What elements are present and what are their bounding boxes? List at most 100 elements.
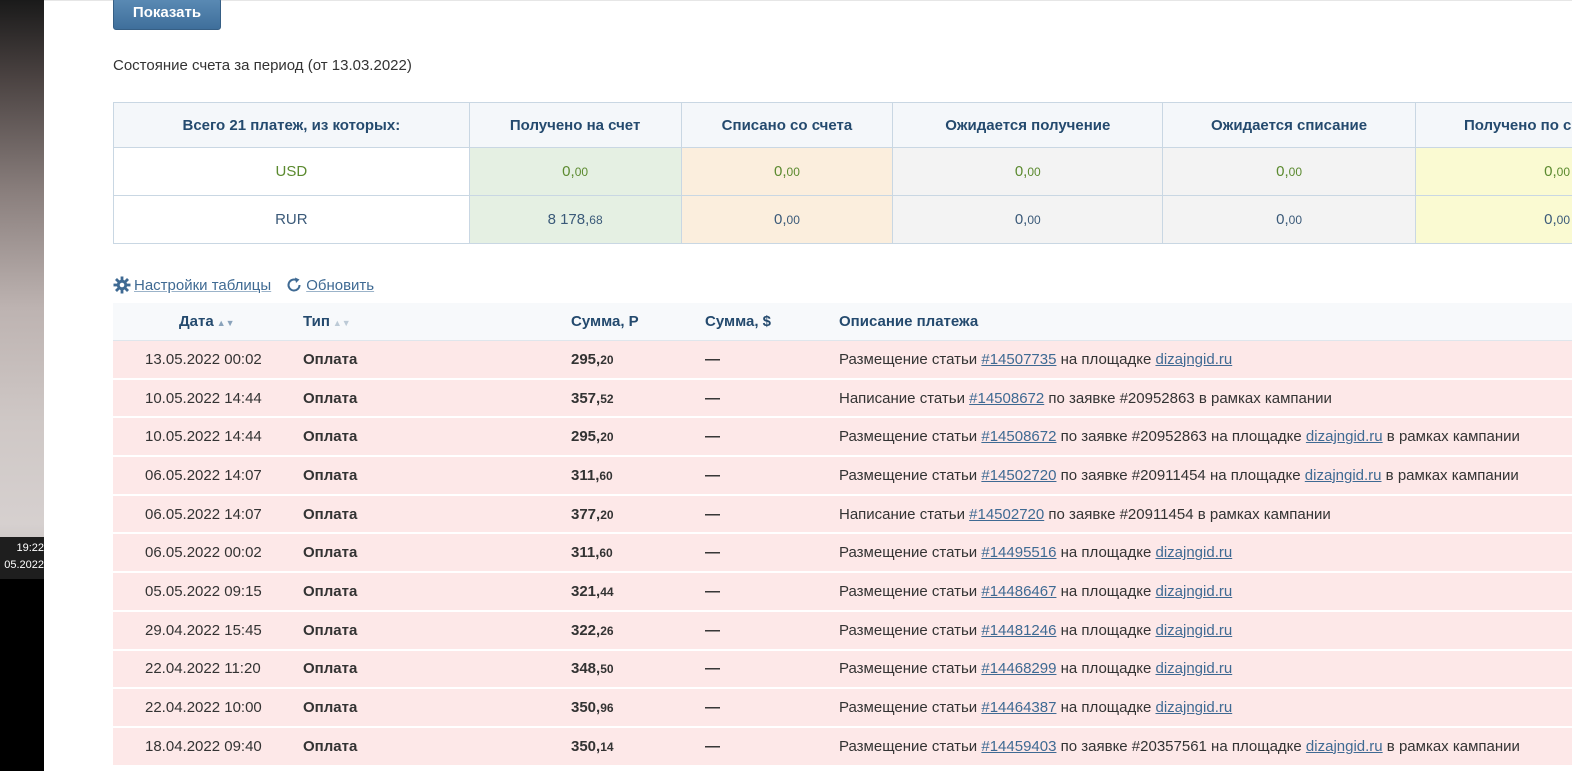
summary-header-expected-debit: Ожидается списание: [1162, 102, 1416, 148]
amount-cell: 8 178,68: [468, 195, 682, 244]
amount-cell: 0,00: [1414, 195, 1572, 244]
payment-sum-rub: 357,52: [571, 378, 705, 419]
article-link[interactable]: #14507735: [981, 350, 1057, 368]
article-link[interactable]: #14502720: [981, 466, 1057, 484]
site-link[interactable]: dizajngid.ru: [1155, 660, 1233, 678]
payment-description: Написание статьи #14502720 по заявке #20…: [839, 494, 1572, 535]
payment-type: Оплата: [303, 340, 571, 380]
table-row: 06.05.2022 00:02 Оплата 311,60— Размещение …: [113, 533, 1572, 574]
site-link[interactable]: dizajngid.ru: [1155, 544, 1233, 562]
summary-header-total: Всего 21 платеж, из которых:: [113, 102, 470, 148]
summary-row-rur: RUR 8 178,68 0,00 0,00 0,00 0,00: [113, 195, 1572, 244]
article-link[interactable]: #14481246: [981, 621, 1057, 639]
payment-date: 29.04.2022 15:45: [113, 610, 303, 651]
column-header-sum-rub: Сумма, Р: [571, 303, 705, 341]
payment-description: Размещение статьи #14481246 на площадке …: [839, 610, 1572, 651]
main-content: Показать Состояние счета за период (от 1…: [44, 0, 1572, 771]
payment-date: 18.04.2022 09:40: [113, 726, 303, 767]
payment-sum-rub: 311,60: [571, 456, 705, 496]
amount-cell: 0,00: [1414, 147, 1572, 196]
payment-description: Размещение статьи #14508672 по заявке #2…: [839, 417, 1572, 458]
amount-cell: 0,00: [680, 195, 894, 244]
payment-type: Оплата: [303, 494, 571, 535]
article-link[interactable]: #14508672: [969, 389, 1045, 407]
amount-cell: 0,00: [892, 195, 1164, 244]
column-header-date[interactable]: Дата ▲▼: [113, 303, 303, 341]
clock-time: 19:22: [16, 542, 44, 554]
article-link[interactable]: #14464387: [981, 699, 1057, 717]
payment-date: 06.05.2022 00:02: [113, 533, 303, 574]
amount-cell: 0,00: [1162, 147, 1416, 196]
amount-cell: 0,00: [680, 147, 894, 196]
table-row: 22.04.2022 11:20 Оплата 348,50— Размещение …: [113, 649, 1572, 690]
taskbar-clock[interactable]: 19:22 05.2022: [0, 537, 44, 579]
payment-date: 05.05.2022 09:15: [113, 572, 303, 612]
payment-sum-usd: —: [705, 340, 839, 380]
refresh-icon: [285, 276, 303, 294]
summary-header-received-other: Получено по с: [1414, 102, 1572, 148]
period-title: Состояние счета за период (от 13.03.2022…: [113, 57, 412, 74]
payment-sum-rub: 295,20: [571, 340, 705, 380]
payment-sum-usd: —: [705, 688, 839, 728]
payment-sum-rub: 321,44: [571, 572, 705, 612]
refresh-label: Обновить: [306, 276, 375, 294]
site-link[interactable]: dizajngid.ru: [1155, 582, 1233, 600]
payment-sum-usd: —: [705, 494, 839, 535]
site-link[interactable]: dizajngid.ru: [1305, 737, 1383, 755]
column-header-sum-usd: Сумма, $: [705, 303, 839, 341]
payment-sum-usd: —: [705, 417, 839, 458]
payments-header-row: Дата ▲▼ Тип ▲▼ Сумма, Р Сумма, $ Описание …: [113, 303, 1572, 341]
refresh-button[interactable]: Обновить: [285, 276, 374, 294]
payment-type: Оплата: [303, 378, 571, 419]
article-link[interactable]: #14468299: [981, 660, 1057, 678]
sort-icon: ▲▼: [216, 317, 235, 328]
payment-sum-rub: 348,50: [571, 649, 705, 690]
table-row: 22.04.2022 10:00 Оплата 350,96— Размещение …: [113, 688, 1572, 728]
payment-sum-usd: —: [705, 726, 839, 767]
payments-table: Дата ▲▼ Тип ▲▼ Сумма, Р Сумма, $ Описание …: [113, 303, 1572, 767]
payment-date: 06.05.2022 14:07: [113, 494, 303, 535]
gear-icon: [113, 276, 131, 294]
payment-description: Размещение статьи #14495516 на площадке …: [839, 533, 1572, 574]
account-summary-table: Всего 21 платеж, из которых: Получено на…: [113, 102, 1572, 244]
divider: [44, 0, 1572, 1]
payment-date: 22.04.2022 11:20: [113, 649, 303, 690]
article-link[interactable]: #14495516: [981, 544, 1057, 562]
article-link[interactable]: #14508672: [981, 428, 1057, 446]
site-link[interactable]: dizajngid.ru: [1155, 699, 1233, 717]
payment-type: Оплата: [303, 610, 571, 651]
column-header-type[interactable]: Тип ▲▼: [303, 303, 571, 341]
article-link[interactable]: #14486467: [981, 582, 1057, 600]
payment-type: Оплата: [303, 456, 571, 496]
payments-body: 13.05.2022 00:02 Оплата 295,20— Размещение …: [113, 340, 1572, 767]
table-row: 10.05.2022 14:44 Оплата 357,52— Написание с…: [113, 378, 1572, 419]
payment-type: Оплата: [303, 688, 571, 728]
payment-date: 10.05.2022 14:44: [113, 417, 303, 458]
payment-sum-usd: —: [705, 610, 839, 651]
payment-sum-rub: 350,96: [571, 688, 705, 728]
payment-type: Оплата: [303, 417, 571, 458]
summary-header-debited: Списано со счета: [680, 102, 894, 148]
table-toolbar: Настройки таблицы Обновить: [113, 276, 388, 294]
table-settings-button[interactable]: Настройки таблицы: [113, 276, 271, 294]
payment-sum-rub: 322,26: [571, 610, 705, 651]
payment-description: Размещение статьи #14468299 на площадке …: [839, 649, 1572, 690]
payment-sum-rub: 377,20: [571, 494, 705, 535]
sort-icon: ▲▼: [332, 317, 351, 328]
site-link[interactable]: dizajngid.ru: [1304, 466, 1382, 484]
payment-description: Написание статьи #14508672 по заявке #20…: [839, 378, 1572, 419]
payment-date: 13.05.2022 00:02: [113, 340, 303, 380]
site-link[interactable]: dizajngid.ru: [1155, 621, 1233, 639]
article-link[interactable]: #14459403: [981, 737, 1057, 755]
site-link[interactable]: dizajngid.ru: [1155, 350, 1233, 368]
show-button[interactable]: Показать: [113, 0, 221, 30]
payment-date: 06.05.2022 14:07: [113, 456, 303, 496]
article-link[interactable]: #14502720: [969, 505, 1045, 523]
table-row: 05.05.2022 09:15 Оплата 321,44— Размещение …: [113, 572, 1572, 612]
payment-sum-usd: —: [705, 378, 839, 419]
currency-label: USD: [113, 147, 470, 196]
column-header-description: Описание платежа: [839, 303, 1572, 341]
site-link[interactable]: dizajngid.ru: [1305, 428, 1383, 446]
payment-sum-rub: 295,20: [571, 417, 705, 458]
amount-cell: 0,00: [1162, 195, 1416, 244]
